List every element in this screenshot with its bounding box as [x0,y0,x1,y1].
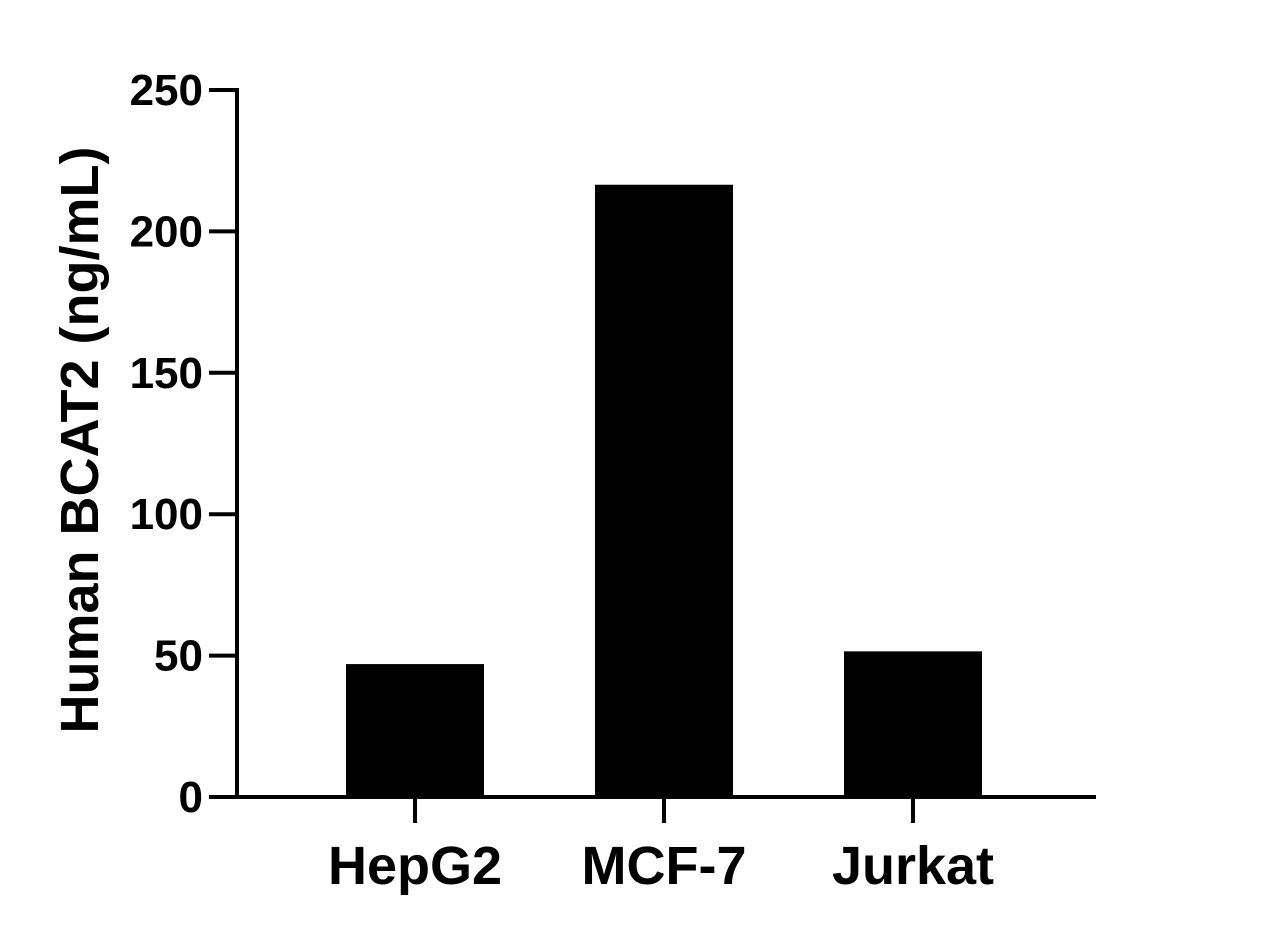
bar-jurkat [844,651,982,797]
y-ticks-group: 0 50 100 150 200 250 [130,66,237,822]
bar-hepg2 [346,664,484,797]
x-tick-label-mcf-7: MCF-7 [582,836,747,896]
y-tick-label: 250 [130,66,203,115]
bar-mcf-7 [595,184,733,797]
y-tick-label: 200 [130,207,203,256]
bars-group [346,184,982,797]
x-tick-label-hepg2: HepG2 [328,836,502,896]
y-tick-label: 150 [130,349,203,398]
y-axis-title: Human BCAT2 (ng/mL) [50,147,110,734]
axes-group [209,88,1096,799]
y-tick-label: 100 [130,490,203,539]
y-tick-label: 0 [179,773,203,822]
x-tick-label-jurkat: Jurkat [832,836,994,896]
x-ticks-group: HepG2 MCF-7 Jurkat [328,797,994,896]
y-tick-label: 50 [154,632,203,681]
